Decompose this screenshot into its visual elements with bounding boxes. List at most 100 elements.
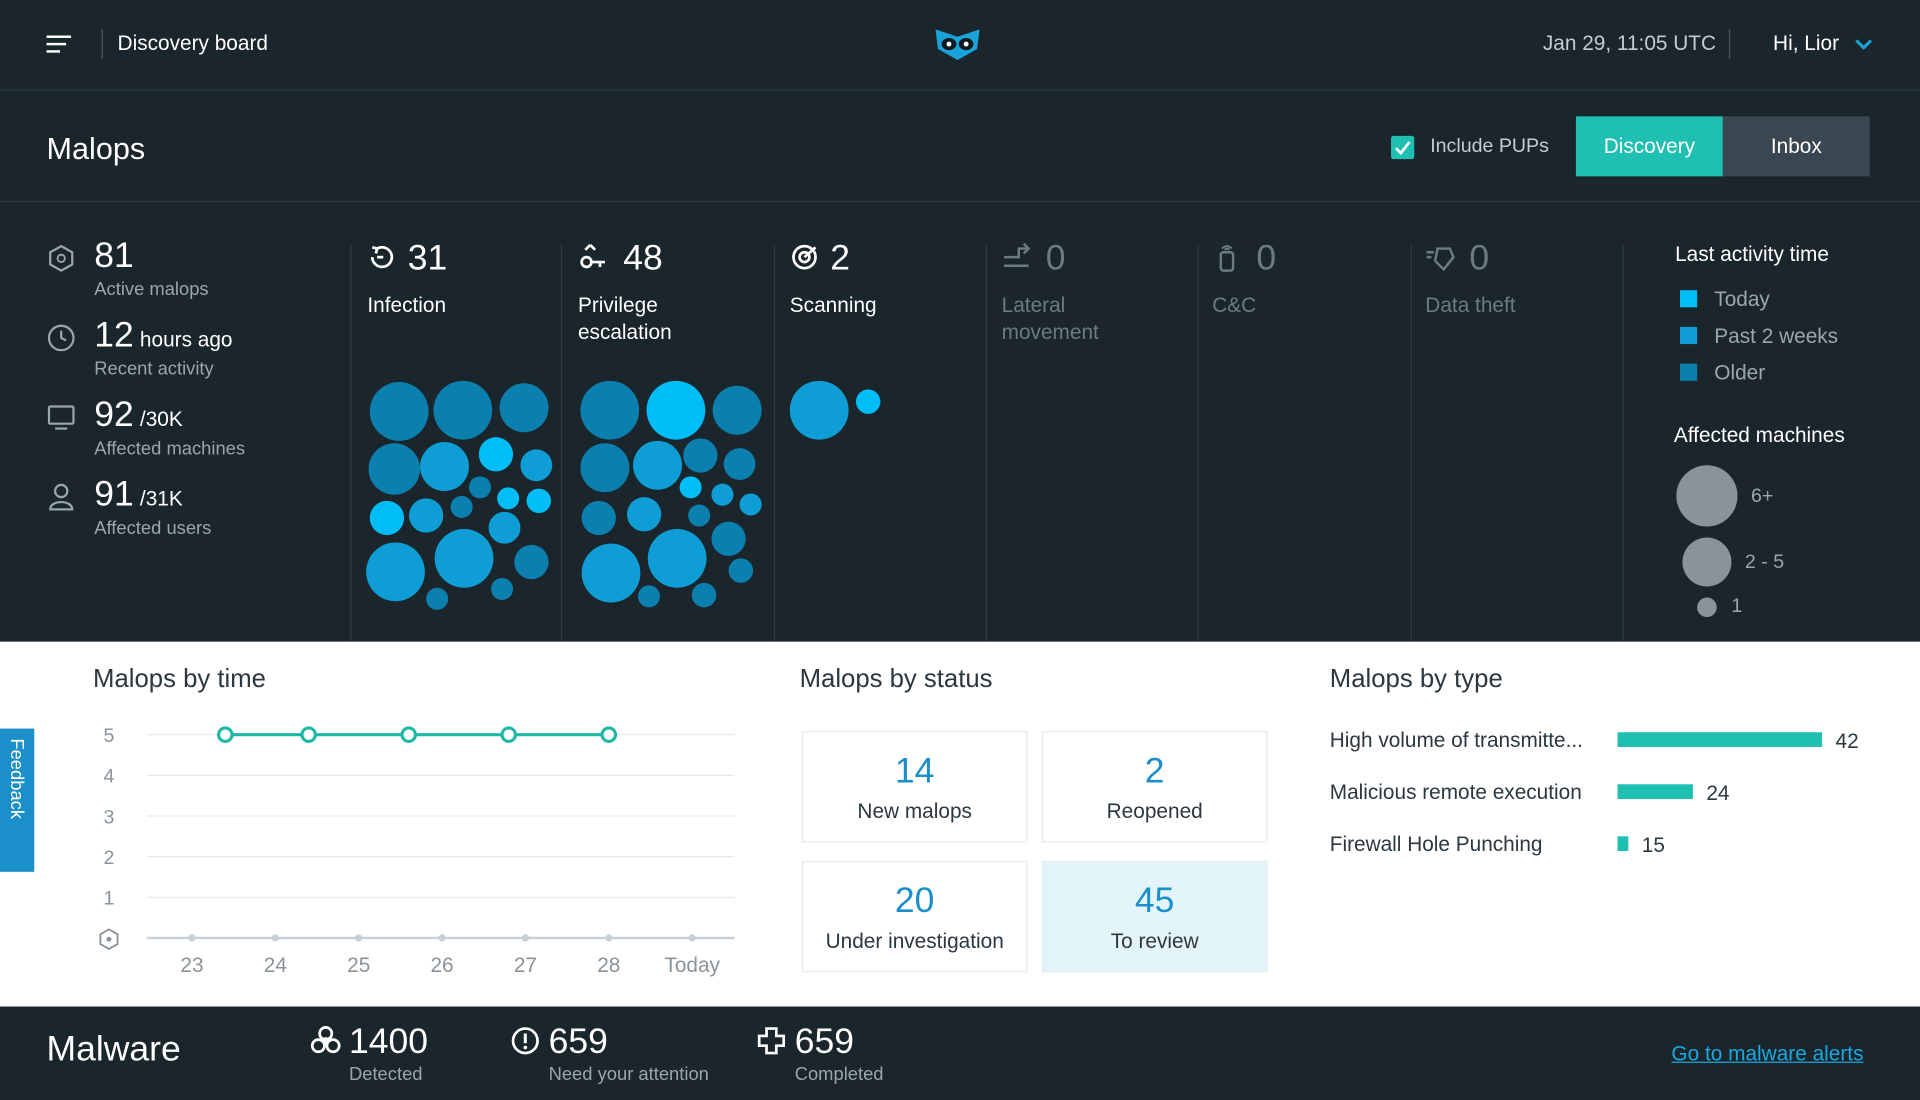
category-icon: [792, 244, 817, 270]
column-divider: [1622, 244, 1624, 641]
malware-link[interactable]: Go to malware alerts: [1671, 1042, 1864, 1066]
section-header: [0, 91, 1920, 203]
x-tick: [355, 934, 363, 942]
status-card[interactable]: 20 Under investigation: [802, 860, 1028, 973]
point: [500, 726, 518, 743]
malop-bubble: [646, 380, 706, 440]
stat-unit: hours ago: [139, 328, 233, 352]
user-menu[interactable]: Hi, Lior: [1773, 31, 1840, 56]
point: [600, 726, 618, 743]
malop-bubble: [626, 497, 662, 532]
point: [217, 726, 234, 743]
axis-icon: [99, 928, 119, 951]
stat-value: 12: [94, 315, 134, 356]
stat-label: Active malops: [94, 279, 209, 301]
widget-title: Malops by time: [93, 664, 266, 694]
widget-title: Malops by type: [1329, 664, 1503, 694]
status-label: Under investigation: [825, 929, 1004, 953]
category-name: Data theft: [1425, 293, 1516, 318]
stat-unit: /30K: [139, 407, 183, 432]
malop-bubble: [679, 476, 702, 499]
category-count: 0: [1469, 238, 1490, 278]
size-legend: [1676, 465, 1738, 618]
status-card[interactable]: 14 New malops: [802, 731, 1028, 843]
bar-label: Malicious remote execution: [1330, 781, 1582, 804]
stat-label: Recent activity: [94, 358, 214, 380]
stat-value-row: 91/31K: [94, 475, 182, 515]
malop-bubble: [426, 587, 449, 610]
category-icon: [1219, 245, 1235, 272]
feedback-tab[interactable]: Feedback: [0, 728, 35, 872]
status-count: 45: [1134, 881, 1175, 921]
bar-label: High volume of transmitte...: [1330, 729, 1583, 752]
malware-icon: [310, 1026, 341, 1054]
category-name: Scanning: [789, 293, 877, 318]
stat-icon: [47, 324, 75, 352]
column-divider: [1410, 244, 1412, 641]
malop-bubble: [581, 543, 641, 603]
malware-icon: [511, 1027, 539, 1055]
bar-value: 42: [1836, 730, 1859, 753]
malop-bubble: [488, 511, 521, 544]
category-count: 2: [830, 238, 850, 278]
malop-bubble: [434, 528, 494, 588]
category-icon: [370, 245, 394, 269]
stat-value: 81: [94, 236, 134, 276]
status-card[interactable]: 2 Reopened: [1042, 731, 1268, 843]
column-divider: [773, 244, 776, 641]
malop-bubble: [712, 385, 762, 435]
divider: [1728, 29, 1731, 59]
x-tick-label: 27: [514, 954, 537, 977]
bar: [1617, 784, 1693, 799]
malop-bubble: [691, 582, 717, 608]
x-tick: [188, 934, 196, 942]
malware-icon: [757, 1027, 786, 1055]
page-title: Discovery board: [117, 31, 268, 56]
divider: [101, 29, 103, 59]
menu-icon[interactable]: [46, 34, 74, 56]
widget-title: Malops by status: [799, 664, 993, 694]
stat-value-row: 12 hours ago: [94, 316, 232, 356]
x-tick: [438, 934, 446, 942]
datetime: Jan 29, 11:05 UTC: [1542, 31, 1717, 56]
malop-bubble: [580, 380, 640, 440]
status-label: Reopened: [1106, 799, 1203, 823]
x-tick: [271, 934, 280, 942]
category-icon: [580, 243, 605, 269]
checkbox-label[interactable]: Include PUPs: [1430, 135, 1549, 157]
malop-bubble: [478, 437, 514, 472]
malop-bubble: [433, 380, 493, 440]
status-count: 20: [894, 881, 935, 921]
category-icon: [1426, 247, 1455, 272]
y-tick-label: 3: [104, 806, 115, 828]
feedback-label[interactable]: Feedback: [6, 738, 27, 820]
malop-bubble: [633, 440, 683, 490]
stat-unit: /31K: [139, 487, 183, 511]
malop-bubble: [520, 449, 553, 482]
bar: [1617, 836, 1629, 852]
malware-label: Need your attention: [548, 1064, 709, 1085]
legend-swatch: [1680, 326, 1698, 345]
stat-value: 92: [94, 395, 134, 435]
malop-bubble: [499, 383, 549, 433]
checkbox[interactable]: [1391, 135, 1415, 160]
malop-bubble: [491, 577, 514, 601]
x-tick-label: Today: [664, 954, 720, 977]
y-tick-label: 4: [104, 766, 115, 788]
status-card[interactable]: 45 To review: [1042, 860, 1268, 973]
tab-discovery[interactable]: Discovery: [1575, 116, 1723, 177]
chevron[interactable]: [1855, 38, 1873, 50]
tab-inbox[interactable]: Inbox: [1722, 116, 1870, 177]
y-tick-label: 5: [104, 725, 115, 747]
category-name: C&C: [1212, 293, 1257, 318]
stat-icon: [49, 483, 74, 511]
stat-value: 91: [94, 475, 134, 515]
column-divider: [985, 244, 987, 641]
bar-value: 15: [1642, 834, 1665, 857]
status-label: New malops: [857, 799, 972, 823]
bar: [1617, 732, 1823, 747]
point: [300, 726, 317, 743]
x-tick-label: 25: [347, 954, 370, 977]
malop-bubble: [688, 504, 711, 527]
